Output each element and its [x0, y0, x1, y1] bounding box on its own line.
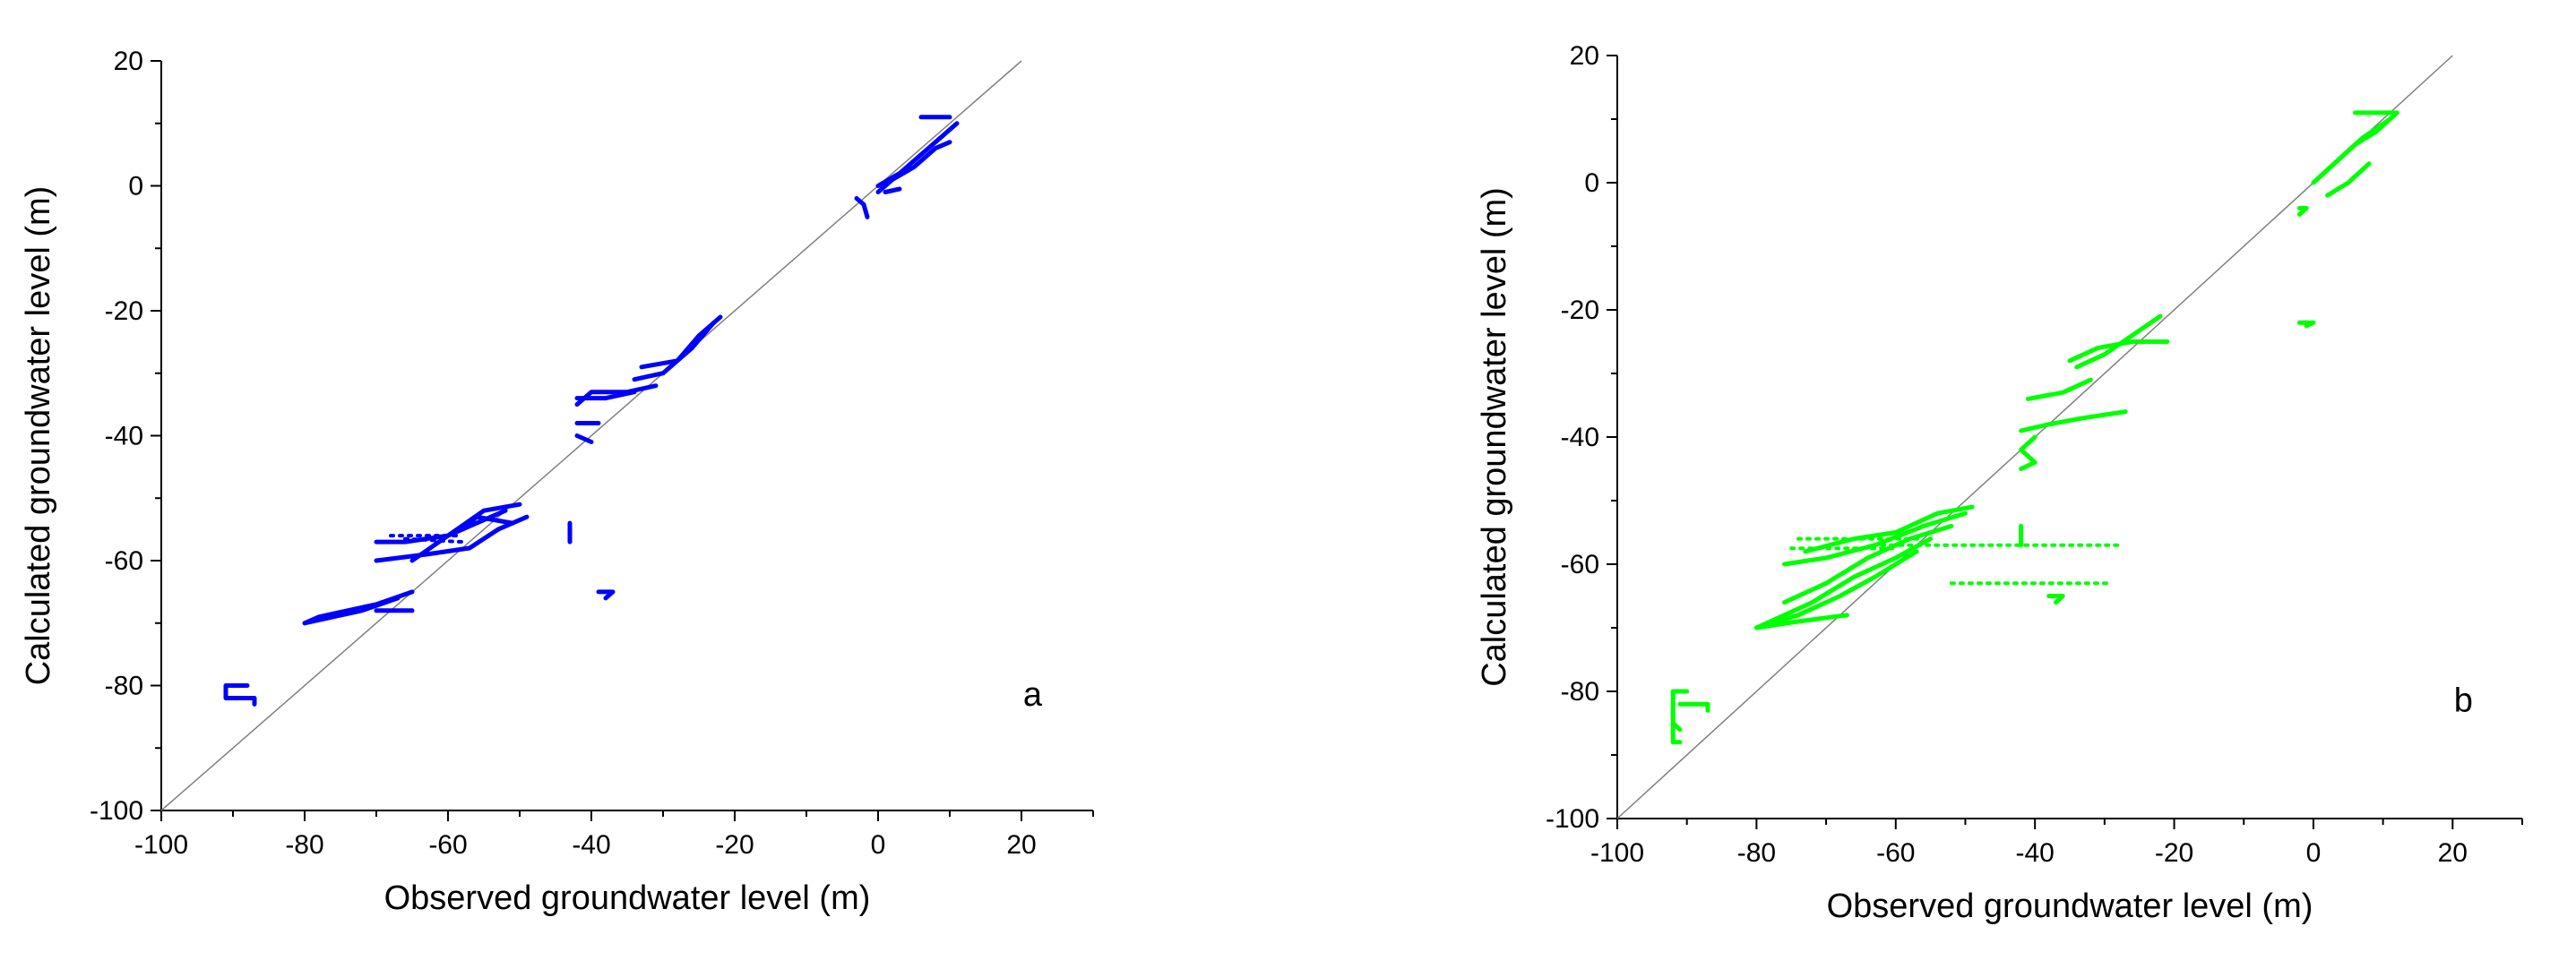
- y-tick-label: 20: [1570, 41, 1599, 71]
- x-tick-label: -100: [134, 830, 188, 860]
- data-track: [2025, 377, 2093, 401]
- data-track: [875, 140, 952, 194]
- x-tick-label: -20: [2155, 838, 2193, 868]
- data-track: [883, 186, 902, 194]
- data-track: [374, 514, 530, 563]
- data-track: [1782, 510, 1968, 567]
- y-tick-label: 0: [1584, 168, 1599, 198]
- data-track: [1782, 523, 1954, 605]
- x-tick-label: -80: [285, 830, 323, 860]
- data-track: [2296, 205, 2309, 217]
- y-tick-label: -40: [1561, 423, 1599, 452]
- y-tick-label: -60: [1561, 550, 1599, 579]
- data-track: [574, 383, 659, 407]
- y-tick-label: -100: [90, 796, 143, 826]
- data-track: [1753, 613, 1849, 630]
- y-tick-label: -100: [1546, 804, 1599, 834]
- data-track: [2318, 116, 2392, 179]
- x-tick-label: 0: [2306, 838, 2322, 868]
- x-tick-label: 20: [2438, 838, 2468, 868]
- y-tick-label: -40: [105, 422, 143, 451]
- data-track: [1753, 536, 1934, 630]
- chart-panel-a: -100 -80 -60 -40 -20 0 20 -100 -80 -60 -40 -20 0 20 Ob…: [20, 47, 1094, 917]
- y-tick-label: -80: [105, 672, 143, 701]
- x-axis-title: Observed groundwater level (m): [384, 879, 871, 917]
- data-track: [2019, 409, 2128, 433]
- chart-panel-b: -100 -80 -60 -40 -20 0 20 -100 -80 -60 -40 -20 0 20 Ob…: [1476, 41, 2523, 925]
- data-track: [302, 596, 401, 626]
- data-track: [875, 121, 960, 188]
- y-tick-label: 20: [114, 47, 143, 76]
- one-to-one-line: [160, 60, 1022, 811]
- x-tick-label: 20: [1006, 830, 1036, 860]
- y-tick-label: -60: [105, 546, 143, 576]
- panel-label: b: [2454, 682, 2473, 720]
- data-points-dotted: [403, 536, 464, 545]
- y-tick-label: -20: [105, 296, 143, 326]
- data-track: [460, 514, 515, 532]
- y-tick-label: -80: [1561, 677, 1599, 707]
- data-track: [1670, 689, 1690, 745]
- data-track: [1670, 721, 1683, 733]
- data-track: [2019, 434, 2038, 471]
- x-axis-title: Observed groundwater level (m): [1827, 888, 2313, 925]
- data-track: [632, 321, 716, 382]
- y-tick-label: 0: [128, 172, 143, 202]
- data-track: [1803, 504, 1975, 554]
- data-track: [2296, 320, 2316, 329]
- y-axis-title: Calculated groundwater level (m): [1476, 187, 1513, 687]
- x-tick-label: -60: [428, 830, 467, 860]
- x-tick-label: -60: [1876, 838, 1915, 868]
- data-track: [574, 433, 594, 444]
- data-track: [854, 196, 870, 219]
- data-track: [223, 683, 257, 707]
- x-tick-label: -20: [715, 830, 754, 860]
- x-tick-label: -80: [1737, 838, 1776, 868]
- data-track: [2325, 161, 2372, 198]
- x-tick-label: -100: [1590, 838, 1644, 868]
- x-tick-label: -40: [572, 830, 610, 860]
- y-axis-title: Calculated groundwater level (m): [20, 186, 57, 686]
- data-track: [1677, 701, 1710, 713]
- y-tick-label: -20: [1561, 296, 1599, 325]
- data-track: [2067, 339, 2170, 364]
- data-track: [2046, 594, 2065, 605]
- data-track: [596, 589, 616, 601]
- data-track: [1753, 549, 1919, 630]
- x-tick-label: 0: [871, 830, 886, 860]
- panel-label: a: [1023, 676, 1043, 714]
- x-tick-label: -40: [2015, 838, 2054, 868]
